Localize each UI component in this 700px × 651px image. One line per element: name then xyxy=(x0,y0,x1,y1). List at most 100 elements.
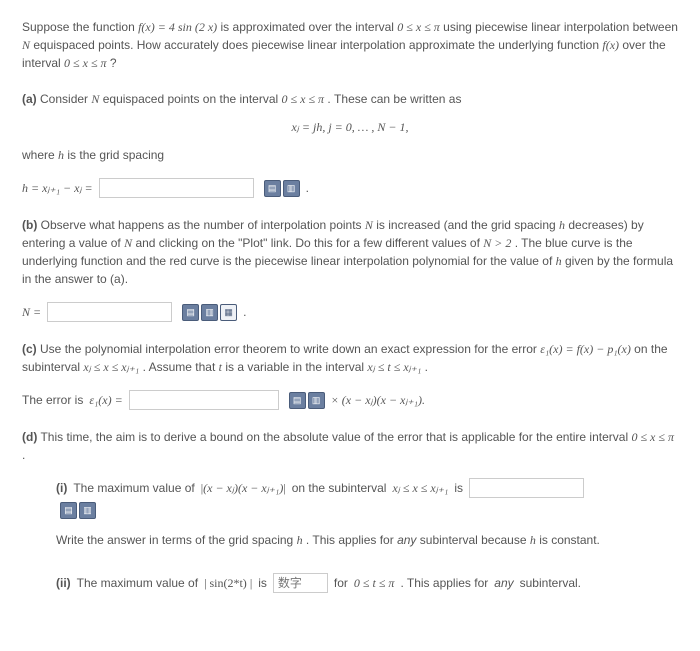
preview-icon[interactable]: ▤ xyxy=(289,392,306,409)
text: and clicking on the "Plot" link. Do this… xyxy=(135,236,483,250)
preview-icon[interactable]: ▤ xyxy=(182,304,199,321)
subinterval-t: xⱼ ≤ t ≤ xⱼ₊₁ xyxy=(367,360,421,374)
where-line: where h is the grid spacing xyxy=(22,146,678,164)
text: on the subinterval xyxy=(292,479,387,497)
h-input[interactable] xyxy=(99,178,254,198)
text: Use the polynomial interpolation error t… xyxy=(40,342,540,356)
text: ? xyxy=(110,56,117,70)
text: for xyxy=(334,574,348,592)
error-input-row: The error is ε₁(x) = ▤ ▥ × (x − xⱼ)(x − … xyxy=(22,390,678,410)
interval: 0 ≤ x ≤ π xyxy=(631,430,674,444)
subinterval-x: xⱼ ≤ x ≤ xⱼ₊₁ xyxy=(83,360,139,374)
text: is constant. xyxy=(539,533,600,547)
fx-definition: f(x) = 4 sin (2 x) xyxy=(138,20,217,34)
plot-icon[interactable]: ▦ xyxy=(220,304,237,321)
text: This time, the aim is to derive a bound … xyxy=(40,430,631,444)
N-gt-2: N > 2 xyxy=(483,236,511,250)
icon-group: ▤ ▥ ▦ xyxy=(182,304,237,321)
text: equispaced points. How accurately does p… xyxy=(33,38,602,52)
part-a: (a) Consider N equispaced points on the … xyxy=(22,90,678,198)
fx: f(x) xyxy=(602,38,619,52)
part-b-label: (b) xyxy=(22,218,37,232)
abs-sin: sin(2*t) xyxy=(204,574,252,592)
part-b: (b) Observe what happens as the number o… xyxy=(22,216,678,322)
help-icon[interactable]: ▥ xyxy=(308,392,325,409)
error-def: ε₁(x) = f(x) − p₁(x) xyxy=(540,342,631,356)
d-i-icons-row: ▤ ▥ xyxy=(56,502,678,519)
text: is the grid spacing xyxy=(67,148,164,162)
text: . xyxy=(22,448,25,462)
part-a-label: (a) xyxy=(22,92,37,106)
d-i-note: Write the answer in terms of the grid sp… xyxy=(56,531,678,549)
text: The error is xyxy=(22,391,83,409)
h: h xyxy=(530,533,536,547)
text: . xyxy=(425,360,428,374)
text: . These can be written as xyxy=(327,92,461,106)
text: is xyxy=(454,479,463,497)
part-d-label: (d) xyxy=(22,430,37,444)
text: using piecewise linear interpolation bet… xyxy=(443,20,678,34)
text: The maximum value of xyxy=(73,479,194,497)
d-i-input[interactable] xyxy=(469,478,584,498)
any: any xyxy=(397,533,416,547)
preview-icon[interactable]: ▤ xyxy=(264,180,281,197)
N: N xyxy=(365,218,373,232)
text: equispaced points on the interval xyxy=(103,92,282,106)
part-d-ii: (ii) The maximum value of sin(2*t) is fo… xyxy=(56,573,678,593)
preview-icon[interactable]: ▤ xyxy=(60,502,77,519)
part-c: (c) Use the polynomial interpolation err… xyxy=(22,340,678,410)
text: is approximated over the interval xyxy=(221,20,398,34)
any: any xyxy=(494,574,513,592)
text: Observe what happens as the number of in… xyxy=(41,218,365,232)
text: where xyxy=(22,148,58,162)
text: is xyxy=(258,574,267,592)
error-input[interactable] xyxy=(129,390,279,410)
text: Write the answer in terms of the grid sp… xyxy=(56,533,297,547)
part-d-ii-label: (ii) xyxy=(56,574,71,592)
part-d-i-label: (i) xyxy=(56,479,67,497)
text: The maximum value of xyxy=(77,574,198,592)
text: Consider xyxy=(40,92,91,106)
text: . This applies for xyxy=(400,574,488,592)
d-i-row: (i) The maximum value of (x − xⱼ)(x − xⱼ… xyxy=(56,478,678,498)
part-d-i: (i) The maximum value of (x − xⱼ)(x − xⱼ… xyxy=(56,478,678,549)
N: N xyxy=(22,38,30,52)
text: subinterval because xyxy=(420,533,530,547)
help-icon[interactable]: ▥ xyxy=(79,502,96,519)
icon-group: ▤ ▥ xyxy=(264,180,300,197)
t-var: t xyxy=(219,360,222,374)
d-ii-input[interactable] xyxy=(273,573,328,593)
period: . xyxy=(306,179,309,197)
h: h xyxy=(58,148,64,162)
h: h xyxy=(556,254,562,268)
h: h xyxy=(559,218,565,232)
interval: 0 ≤ x ≤ π xyxy=(282,92,325,106)
help-icon[interactable]: ▥ xyxy=(201,304,218,321)
text: . Assume that xyxy=(143,360,219,374)
intro-paragraph: Suppose the function f(x) = 4 sin (2 x) … xyxy=(22,18,678,72)
icon-group: ▤ ▥ xyxy=(60,502,96,519)
text: Suppose the function xyxy=(22,20,138,34)
N: N xyxy=(91,92,99,106)
h: h xyxy=(297,533,303,547)
N: N xyxy=(124,236,132,250)
interval-t: 0 ≤ t ≤ π xyxy=(354,574,395,592)
part-a-equation: xⱼ = jh, j = 0, … , N − 1, xyxy=(22,118,678,136)
error-tail: × (x − xⱼ)(x − xⱼ₊₁). xyxy=(331,391,425,409)
N-input[interactable] xyxy=(47,302,172,322)
help-icon[interactable]: ▥ xyxy=(283,180,300,197)
icon-group: ▤ ▥ xyxy=(289,392,325,409)
interval: 0 ≤ x ≤ π xyxy=(64,56,107,70)
abs-expr: (x − xⱼ)(x − xⱼ₊₁) xyxy=(201,479,286,497)
text: is increased (and the grid spacing xyxy=(376,218,559,232)
h-equation: h = xⱼ₊₁ − xⱼ = xyxy=(22,179,93,197)
N-equation: N = xyxy=(22,303,41,321)
h-input-row: h = xⱼ₊₁ − xⱼ = ▤ ▥ . xyxy=(22,178,678,198)
interval: 0 ≤ x ≤ π xyxy=(397,20,440,34)
subinterval: xⱼ ≤ x ≤ xⱼ₊₁ xyxy=(392,479,448,497)
text: . This applies for xyxy=(306,533,397,547)
text: is a variable in the interval xyxy=(225,360,367,374)
period: . xyxy=(243,303,246,321)
part-d: (d) This time, the aim is to derive a bo… xyxy=(22,428,678,593)
N-input-row: N = ▤ ▥ ▦ . xyxy=(22,302,678,322)
